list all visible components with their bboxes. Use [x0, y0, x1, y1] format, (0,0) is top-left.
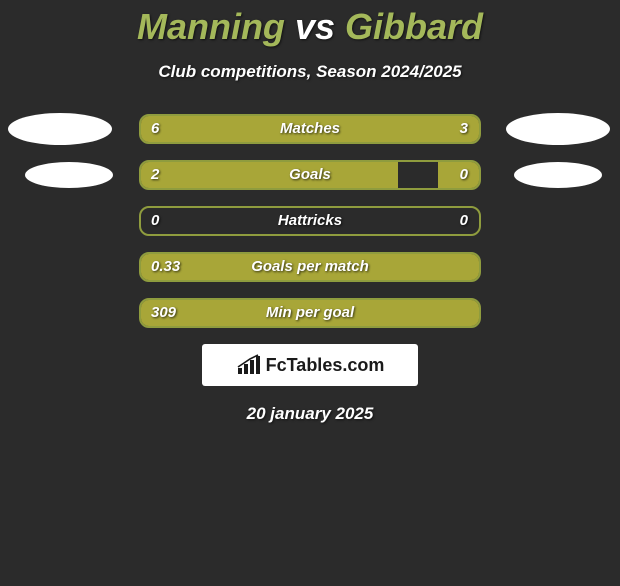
player1-badge — [8, 113, 112, 145]
stat-row: 0.33 Goals per match — [0, 252, 620, 282]
stat-value-right: 0 — [460, 206, 468, 236]
stat-row: 0 Hattricks 0 — [0, 206, 620, 236]
brand-box[interactable]: FcTables.com — [202, 344, 418, 386]
subtitle: Club competitions, Season 2024/2025 — [0, 62, 620, 82]
player2-badge — [514, 162, 602, 188]
stat-label: Matches — [139, 114, 481, 144]
stat-row: 6 Matches 3 — [0, 114, 620, 144]
date-label: 20 january 2025 — [0, 404, 620, 424]
vs-label: vs — [295, 6, 335, 47]
page-title: Manning vs Gibbard — [0, 6, 620, 48]
stat-label: Min per goal — [139, 298, 481, 328]
player2-name: Gibbard — [345, 6, 483, 47]
stat-row: 309 Min per goal — [0, 298, 620, 328]
stats-section: 6 Matches 3 2 Goals 0 0 Hattricks 0 — [0, 114, 620, 328]
stat-label: Hattricks — [139, 206, 481, 236]
stat-value-right: 3 — [460, 114, 468, 144]
stat-value-right: 0 — [460, 160, 468, 190]
brand-chart-icon — [236, 354, 262, 376]
player1-badge — [25, 162, 113, 188]
stat-row: 2 Goals 0 — [0, 160, 620, 190]
stat-label: Goals per match — [139, 252, 481, 282]
stat-label: Goals — [139, 160, 481, 190]
player2-badge — [506, 113, 610, 145]
brand-text: FcTables.com — [266, 355, 385, 376]
player1-name: Manning — [137, 6, 285, 47]
